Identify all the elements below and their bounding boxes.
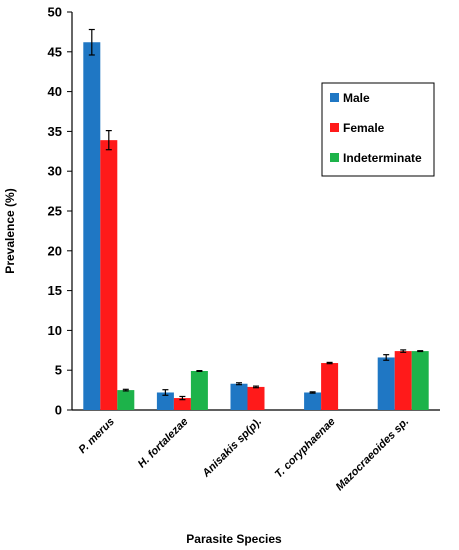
- y-tick-label: 5: [55, 363, 62, 378]
- x-category-label: H. fortalezae: [136, 416, 191, 471]
- legend: Male Female Indeterminate: [321, 82, 435, 177]
- y-tick-label: 10: [48, 323, 62, 338]
- bar-male: [230, 383, 248, 410]
- y-tick-label: 30: [48, 164, 62, 179]
- bar-female: [100, 140, 118, 410]
- plot-area: [71, 12, 440, 411]
- bar-male: [83, 42, 101, 411]
- legend-label-female: Female: [343, 121, 385, 135]
- x-category-label: Anisakis sp(p).: [200, 416, 265, 481]
- x-category-label: T. coryphaenae: [273, 416, 338, 481]
- y-tick-label: 20: [48, 243, 62, 258]
- bar-female: [247, 386, 265, 410]
- y-tick-label: 45: [48, 44, 62, 59]
- bar-indeterminate: [411, 351, 429, 410]
- legend-swatch-female: [330, 123, 339, 132]
- bar-male: [377, 357, 395, 410]
- legend-label-indeterminate: Indeterminate: [343, 151, 422, 165]
- bar-male: [156, 392, 174, 410]
- bar-series-group: [83, 28, 429, 411]
- y-tick-label: 25: [48, 204, 62, 219]
- x-category-label: Mazocraeoides sp.: [334, 416, 412, 494]
- y-tick-label: 0: [55, 403, 62, 418]
- y-axis-ticks: 0 5 10 15 20 25 30 35 40 45 50: [48, 5, 72, 418]
- bar-female: [173, 398, 191, 410]
- y-tick-label: 40: [48, 84, 62, 99]
- y-tick-label: 35: [48, 124, 62, 139]
- legend-swatch-male: [330, 93, 339, 102]
- legend-swatch-indeterminate: [330, 153, 339, 162]
- x-axis-label: Parasite Species: [186, 532, 282, 546]
- y-tick-label: 15: [48, 283, 62, 298]
- y-tick-label: 50: [48, 5, 62, 20]
- bar-indeterminate: [117, 390, 135, 410]
- legend-label-male: Male: [343, 91, 370, 105]
- bar-female: [394, 351, 412, 410]
- bar-female: [321, 363, 339, 410]
- x-axis-category-labels: P. merus H. fortalezae Anisakis sp(p). T. c…: [77, 416, 412, 494]
- bar-male: [304, 392, 322, 410]
- x-category-label: P. merus: [77, 416, 117, 456]
- y-axis-label: Prevalence (%): [3, 188, 17, 273]
- legend-box: [321, 82, 435, 177]
- bar-indeterminate: [190, 370, 208, 410]
